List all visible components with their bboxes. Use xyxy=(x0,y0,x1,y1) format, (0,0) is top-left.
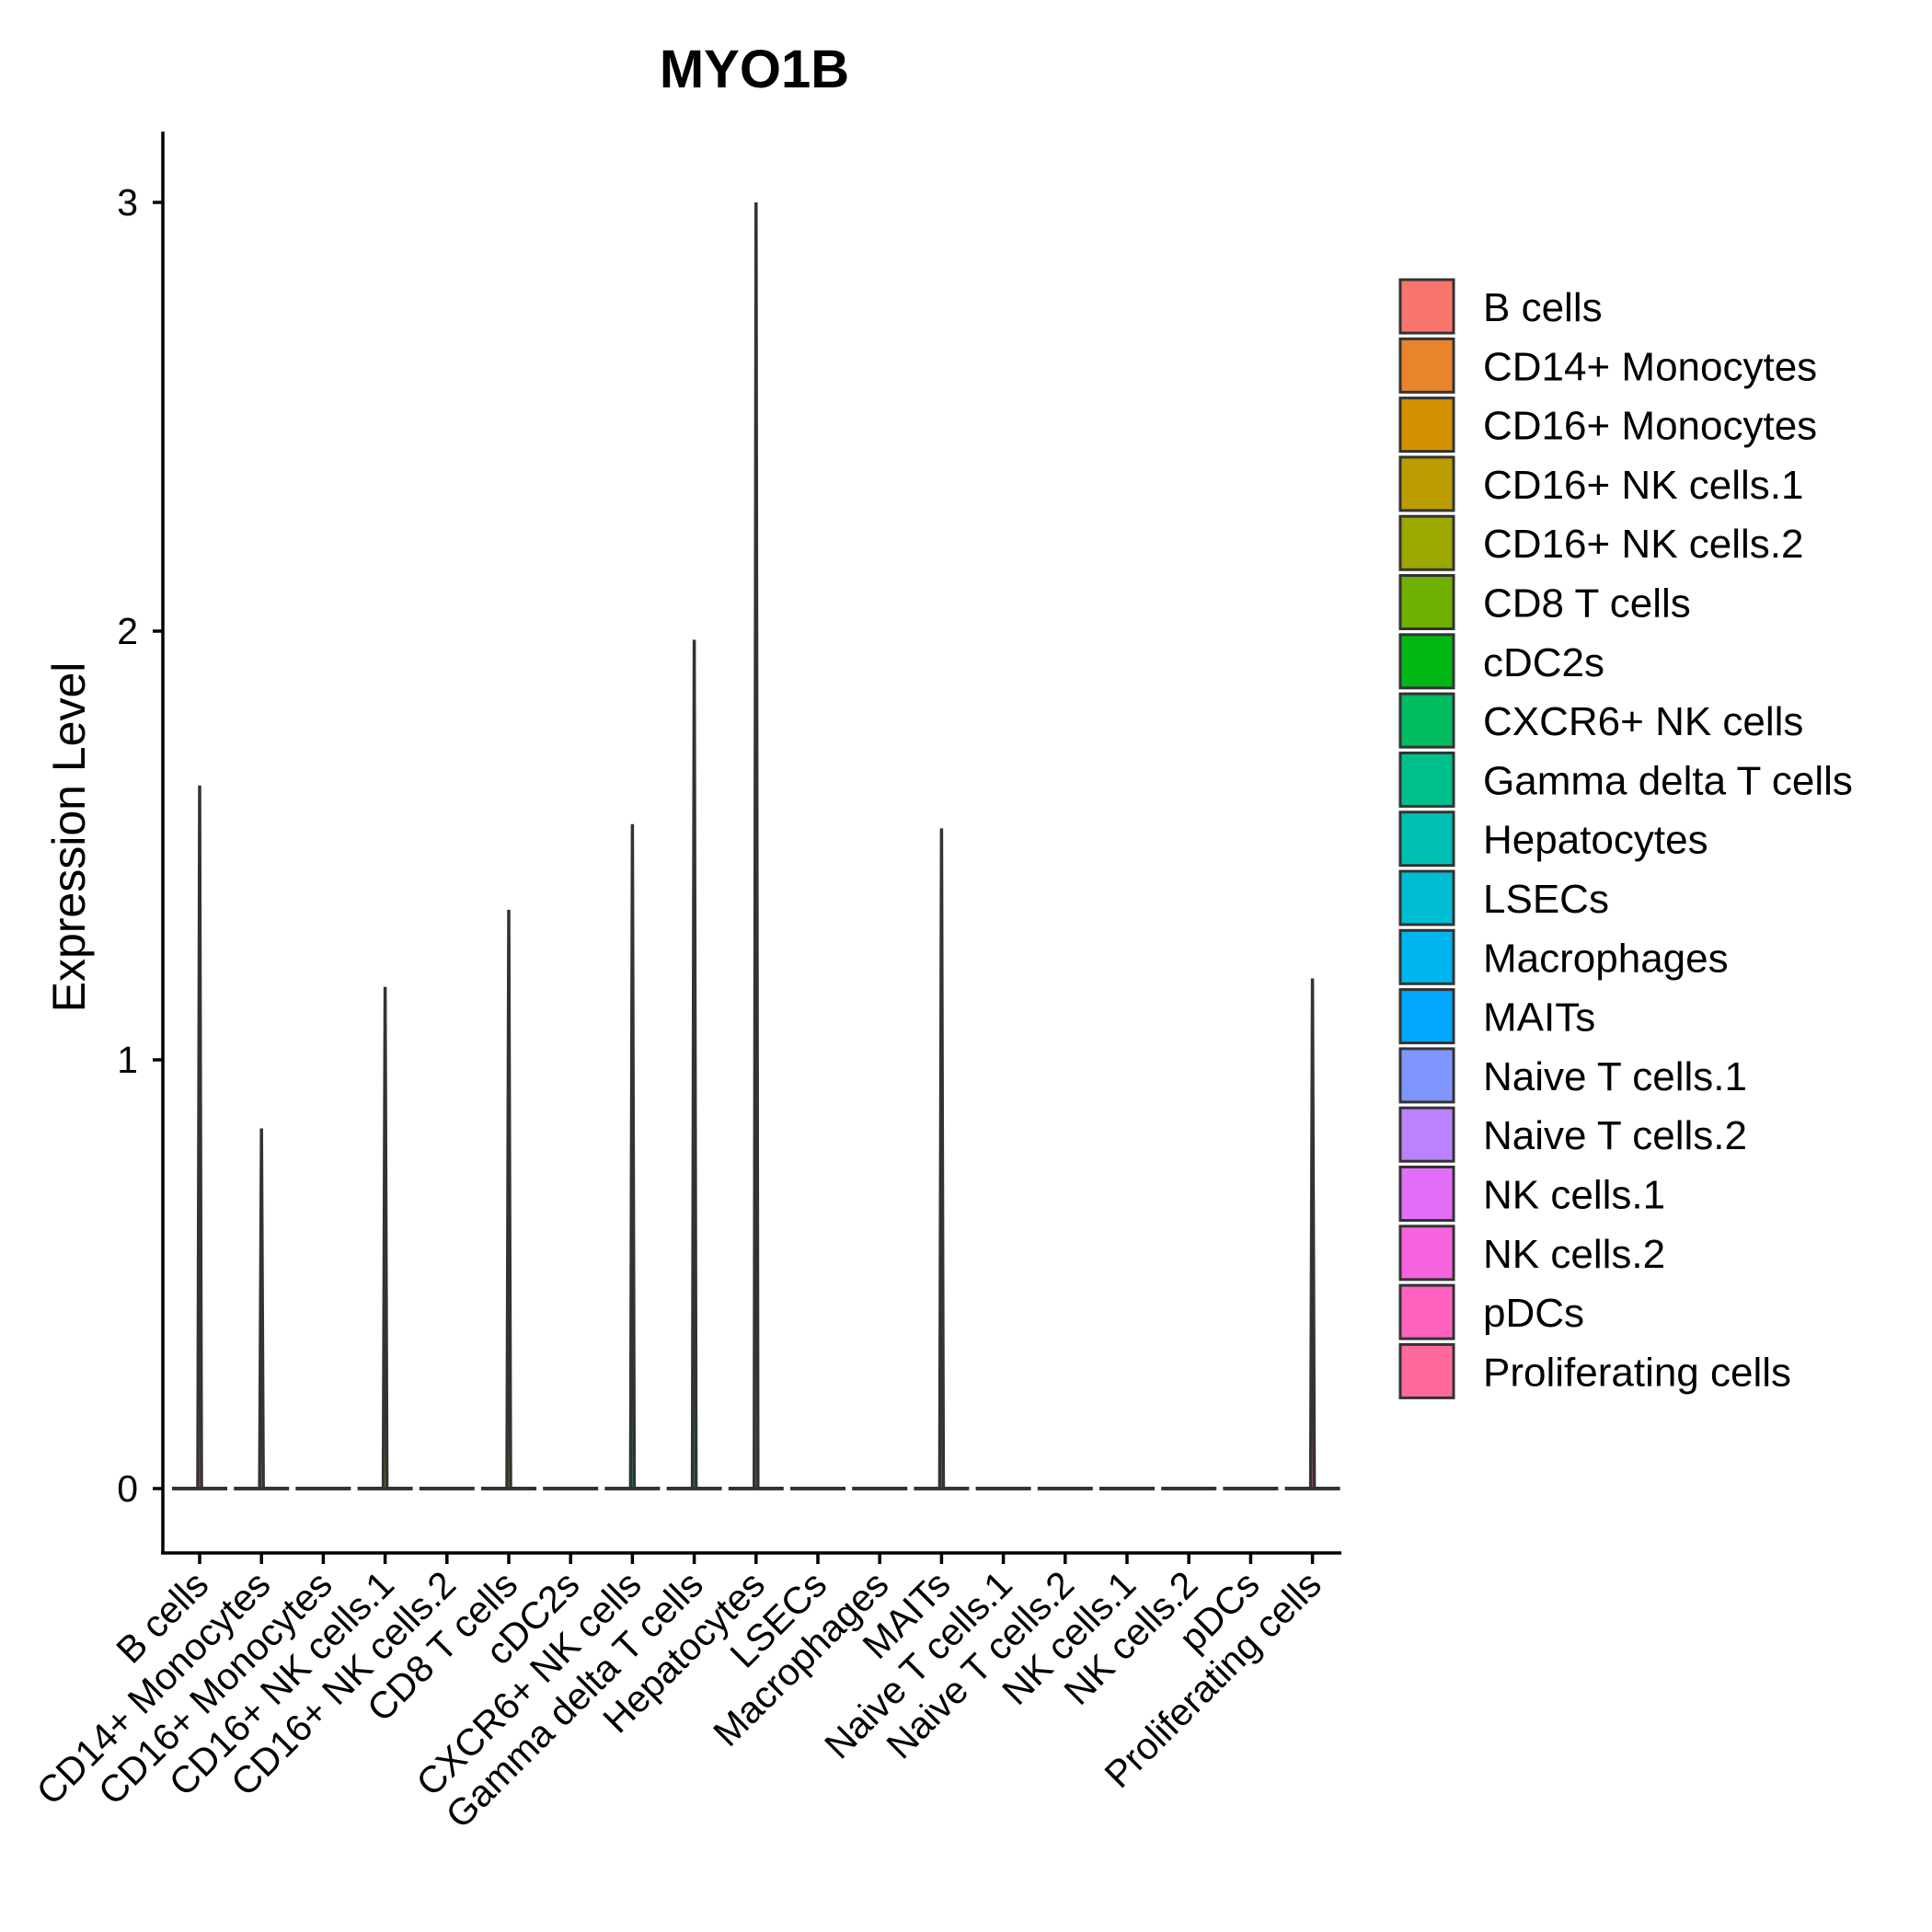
legend-item: CD14+ Monocytes xyxy=(1398,337,1817,394)
legend-label: NK cells.1 xyxy=(1483,1173,1665,1218)
legend-key xyxy=(1398,988,1455,1045)
legend-item: MAITs xyxy=(1398,988,1595,1045)
violin-18 xyxy=(1284,978,1340,1490)
legend-label: pDCs xyxy=(1483,1291,1584,1336)
violin-spike xyxy=(196,785,203,1490)
legend-key xyxy=(1398,751,1455,808)
legend-key xyxy=(1398,1106,1455,1163)
legend-item: pDCs xyxy=(1398,1283,1584,1340)
legend-key xyxy=(1398,1283,1455,1340)
legend-label: Proliferating cells xyxy=(1483,1350,1791,1395)
legend-label: LSECs xyxy=(1483,877,1609,922)
legend-label: CD16+ NK cells.2 xyxy=(1483,522,1803,567)
legend-key xyxy=(1398,692,1455,749)
violin-spike xyxy=(937,828,946,1490)
violin-spike xyxy=(1308,978,1317,1490)
legend-key xyxy=(1398,811,1455,868)
legend-label: Macrophages xyxy=(1483,936,1729,981)
legend-label: CD16+ Monocytes xyxy=(1483,404,1817,449)
violin-spike xyxy=(258,1128,265,1490)
y-tick-label: 0 xyxy=(117,1467,138,1510)
legend-item: cDC2s xyxy=(1398,633,1604,690)
legend: B cells CD14+ Monocytes CD16+ Monocytes CD1… xyxy=(1398,278,1853,1399)
chart-title: MYO1B xyxy=(660,40,849,99)
legend-label: Hepatocytes xyxy=(1483,818,1708,863)
legend-item: Naive T cells.1 xyxy=(1398,1047,1747,1104)
legend-key xyxy=(1398,455,1455,512)
legend-label: Naive T cells.1 xyxy=(1483,1054,1747,1099)
legend-item: CD16+ NK cells.1 xyxy=(1398,455,1803,512)
y-tick-label: 1 xyxy=(117,1039,138,1081)
legend-key xyxy=(1398,397,1455,454)
violin-0 xyxy=(172,785,227,1490)
violin-9 xyxy=(728,201,784,1490)
legend-key xyxy=(1398,928,1455,985)
legend-key xyxy=(1398,869,1455,926)
legend-label: Gamma delta T cells xyxy=(1483,758,1853,803)
legend-key xyxy=(1398,1225,1455,1282)
legend-item: Hepatocytes xyxy=(1398,811,1708,868)
violin-3 xyxy=(357,986,413,1490)
legend-item: Proliferating cells xyxy=(1398,1342,1791,1399)
legend-label: CD8 T cells xyxy=(1483,581,1691,627)
legend-item: Naive T cells.2 xyxy=(1398,1106,1747,1163)
violin-1 xyxy=(234,1128,290,1490)
legend-item: B cells xyxy=(1398,278,1603,335)
violin-7 xyxy=(604,823,661,1490)
legend-item: CXCR6+ NK cells xyxy=(1398,692,1803,749)
violin-12 xyxy=(914,828,970,1490)
y-tick-label: 3 xyxy=(117,181,138,224)
legend-key xyxy=(1398,1342,1455,1399)
violin-spike xyxy=(753,201,760,1490)
violin-group xyxy=(172,201,1340,1490)
y-axis-ticks: 0 1 2 3 xyxy=(117,181,163,1510)
legend-item: CD16+ NK cells.2 xyxy=(1398,514,1803,571)
legend-label: cDC2s xyxy=(1483,640,1604,685)
violin-spike xyxy=(381,986,389,1490)
legend-key xyxy=(1398,514,1455,571)
violin-spike xyxy=(628,823,637,1490)
legend-key xyxy=(1398,1047,1455,1104)
y-axis-label: Expression Level xyxy=(43,662,95,1013)
legend-item: Gamma delta T cells xyxy=(1398,751,1853,808)
legend-key xyxy=(1398,278,1455,335)
legend-key xyxy=(1398,574,1455,630)
legend-item: NK cells.1 xyxy=(1398,1166,1665,1222)
y-tick-label: 2 xyxy=(117,610,138,652)
violin-spike xyxy=(505,909,512,1490)
legend-label: Naive T cells.2 xyxy=(1483,1113,1747,1158)
legend-label: NK cells.2 xyxy=(1483,1232,1665,1277)
legend-label: MAITs xyxy=(1483,995,1595,1041)
legend-label: CD14+ Monocytes xyxy=(1483,344,1817,389)
legend-label: CD16+ NK cells.1 xyxy=(1483,463,1803,508)
violin-spike xyxy=(690,639,698,1490)
violin-5 xyxy=(481,909,536,1490)
legend-item: LSECs xyxy=(1398,869,1609,926)
legend-key xyxy=(1398,633,1455,690)
legend-item: CD8 T cells xyxy=(1398,574,1691,630)
legend-item: NK cells.2 xyxy=(1398,1225,1665,1282)
legend-label: CXCR6+ NK cells xyxy=(1483,699,1803,744)
legend-key xyxy=(1398,1166,1455,1222)
violin-8 xyxy=(666,639,722,1490)
legend-key xyxy=(1398,337,1455,394)
legend-label: B cells xyxy=(1483,285,1603,330)
legend-item: Macrophages xyxy=(1398,928,1729,985)
legend-item: CD16+ Monocytes xyxy=(1398,397,1817,454)
